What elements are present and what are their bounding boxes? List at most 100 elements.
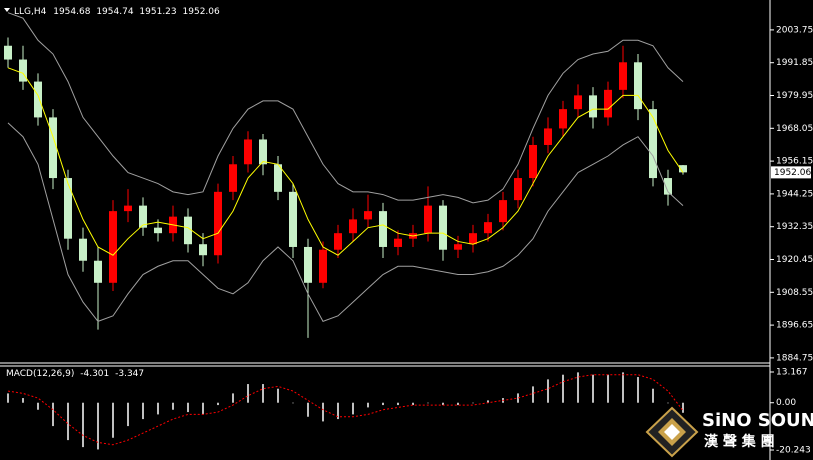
signal-value: -3.347 — [115, 369, 144, 379]
y-tick-label: 1908.55 — [776, 288, 813, 298]
macd-bar — [622, 372, 624, 403]
y-tick-label: -20.243 — [776, 446, 811, 456]
candle-body — [349, 219, 357, 234]
candle-body — [544, 128, 552, 145]
candle-body — [124, 205, 132, 212]
macd-bar — [457, 402, 459, 406]
price-label-box — [771, 166, 811, 179]
macd-bar — [352, 402, 354, 415]
y-tick-label: 1920.45 — [776, 255, 813, 265]
candle-body — [49, 117, 57, 179]
macd-bar — [667, 402, 669, 404]
macd-bar — [592, 374, 594, 403]
candle-body — [229, 164, 237, 192]
ohlc-close: 1952.06 — [183, 7, 220, 17]
macd-bar — [322, 402, 324, 422]
macd-bar — [22, 398, 24, 403]
macd-bar — [427, 402, 429, 404]
candle-body — [529, 144, 537, 179]
y-tick-label: 2003.75 — [776, 25, 813, 35]
y-tick-label: 1944.25 — [776, 189, 813, 199]
candle-body — [214, 191, 222, 256]
candle-body — [334, 233, 342, 250]
y-tick-label: 1979.95 — [776, 91, 813, 101]
indicator-line — [7, 67, 684, 256]
candle-body — [274, 164, 282, 192]
macd-bar — [562, 374, 564, 403]
signal-line — [7, 374, 684, 446]
macd-bar — [532, 386, 534, 403]
y-tick-label: 1968.05 — [776, 124, 813, 134]
macd-bar — [472, 402, 474, 404]
macd-bar — [52, 402, 54, 427]
macd-bar — [247, 384, 249, 403]
macd-bar — [367, 402, 369, 408]
candle-body — [514, 178, 522, 201]
macd-bar — [97, 402, 99, 450]
y-tick-label: 13.167 — [776, 367, 808, 377]
candle-body — [244, 139, 252, 165]
macd-bar — [157, 402, 159, 415]
macd-bar — [442, 402, 444, 406]
candle-body — [4, 45, 12, 60]
candle-body — [394, 238, 402, 247]
indicator-line — [7, 12, 684, 204]
macd-bar — [67, 402, 69, 441]
macd-bar — [127, 402, 129, 427]
y-tick-label: 1991.85 — [776, 58, 813, 68]
candle-body — [184, 216, 192, 245]
candle-body — [304, 246, 312, 283]
brand: SiNO SOUND — [702, 410, 813, 431]
macd-bar — [382, 402, 384, 406]
macd-bar — [262, 384, 264, 403]
candle-body — [499, 200, 507, 223]
logo — [645, 406, 699, 458]
candle-body — [319, 249, 327, 283]
candle-body — [634, 62, 642, 110]
macd-bar — [142, 402, 144, 420]
candle-body — [289, 191, 297, 247]
macd-bar — [292, 402, 294, 404]
candle-body — [589, 95, 597, 118]
candle-body — [454, 244, 462, 250]
candle-body — [199, 244, 207, 256]
candle-body — [619, 62, 627, 90]
menu-arrow — [4, 8, 10, 12]
y-tick-label: 0.00 — [776, 398, 796, 408]
candle-body — [574, 95, 582, 110]
candle-body — [424, 205, 432, 234]
macd-title: MACD(12,26,9) — [6, 369, 74, 379]
macd-bar — [112, 402, 114, 438]
price-label: 1952.06 — [774, 168, 811, 178]
y-tick-label: 1884.75 — [776, 353, 813, 363]
candle-body — [19, 59, 27, 82]
macd-header: MACD(12,26,9) -4.301 -3.347 — [6, 369, 144, 379]
macd-value: -4.301 — [80, 369, 109, 379]
indicator-line — [7, 122, 684, 322]
candle-body — [379, 211, 387, 247]
macd-bar — [577, 372, 579, 403]
macd-bar — [637, 377, 639, 403]
ohlc-open: 1954.68 — [53, 7, 90, 17]
macd-bar — [232, 393, 234, 403]
ohlc-high: 1954.74 — [96, 7, 133, 17]
candle-body — [559, 109, 567, 129]
macd-bar — [652, 388, 654, 403]
macd-bar — [682, 402, 684, 413]
macd-bar — [172, 402, 174, 410]
macd-bar — [187, 402, 189, 413]
macd-bar — [37, 402, 39, 410]
candle-body — [109, 211, 117, 283]
candle-body — [259, 139, 267, 165]
candle-body — [94, 260, 102, 283]
chart-header: LLG,H4 1954.68 1954.74 1951.23 1952.06 — [14, 7, 220, 17]
macd-bar — [487, 400, 489, 403]
candle-body — [439, 205, 447, 250]
candle-body — [484, 222, 492, 234]
macd-bar — [202, 402, 204, 415]
macd-bar — [517, 393, 519, 403]
candle-body — [604, 89, 612, 118]
candle-body — [64, 178, 72, 239]
candle-body — [364, 211, 372, 220]
